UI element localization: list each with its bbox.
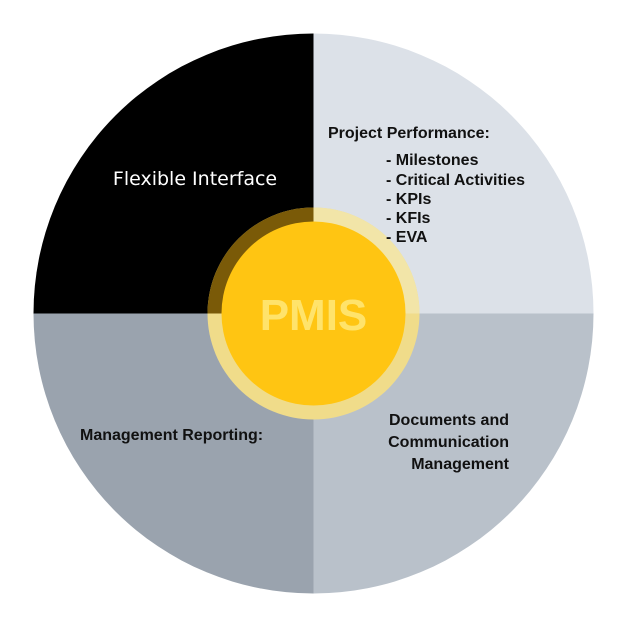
performance-item-milestones: - Milestones — [386, 152, 479, 169]
center-disc — [221, 221, 406, 406]
center-label: PMIS — [260, 291, 368, 340]
performance-item-kfis: - KFIs — [386, 210, 431, 227]
documents-line-2: Communication — [388, 434, 509, 451]
flexible-interface-label: Flexible Interface — [113, 168, 277, 190]
performance-item-eva: - EVA — [386, 229, 428, 246]
project-performance-heading: Project Performance: — [328, 125, 490, 142]
performance-item-critical-activities: - Critical Activities — [386, 172, 525, 189]
management-reporting-label: Management Reporting: — [80, 427, 263, 444]
documents-line-1: Documents and — [389, 412, 509, 429]
performance-item-kpis: - KPIs — [386, 191, 431, 208]
documents-line-3: Management — [411, 456, 509, 473]
